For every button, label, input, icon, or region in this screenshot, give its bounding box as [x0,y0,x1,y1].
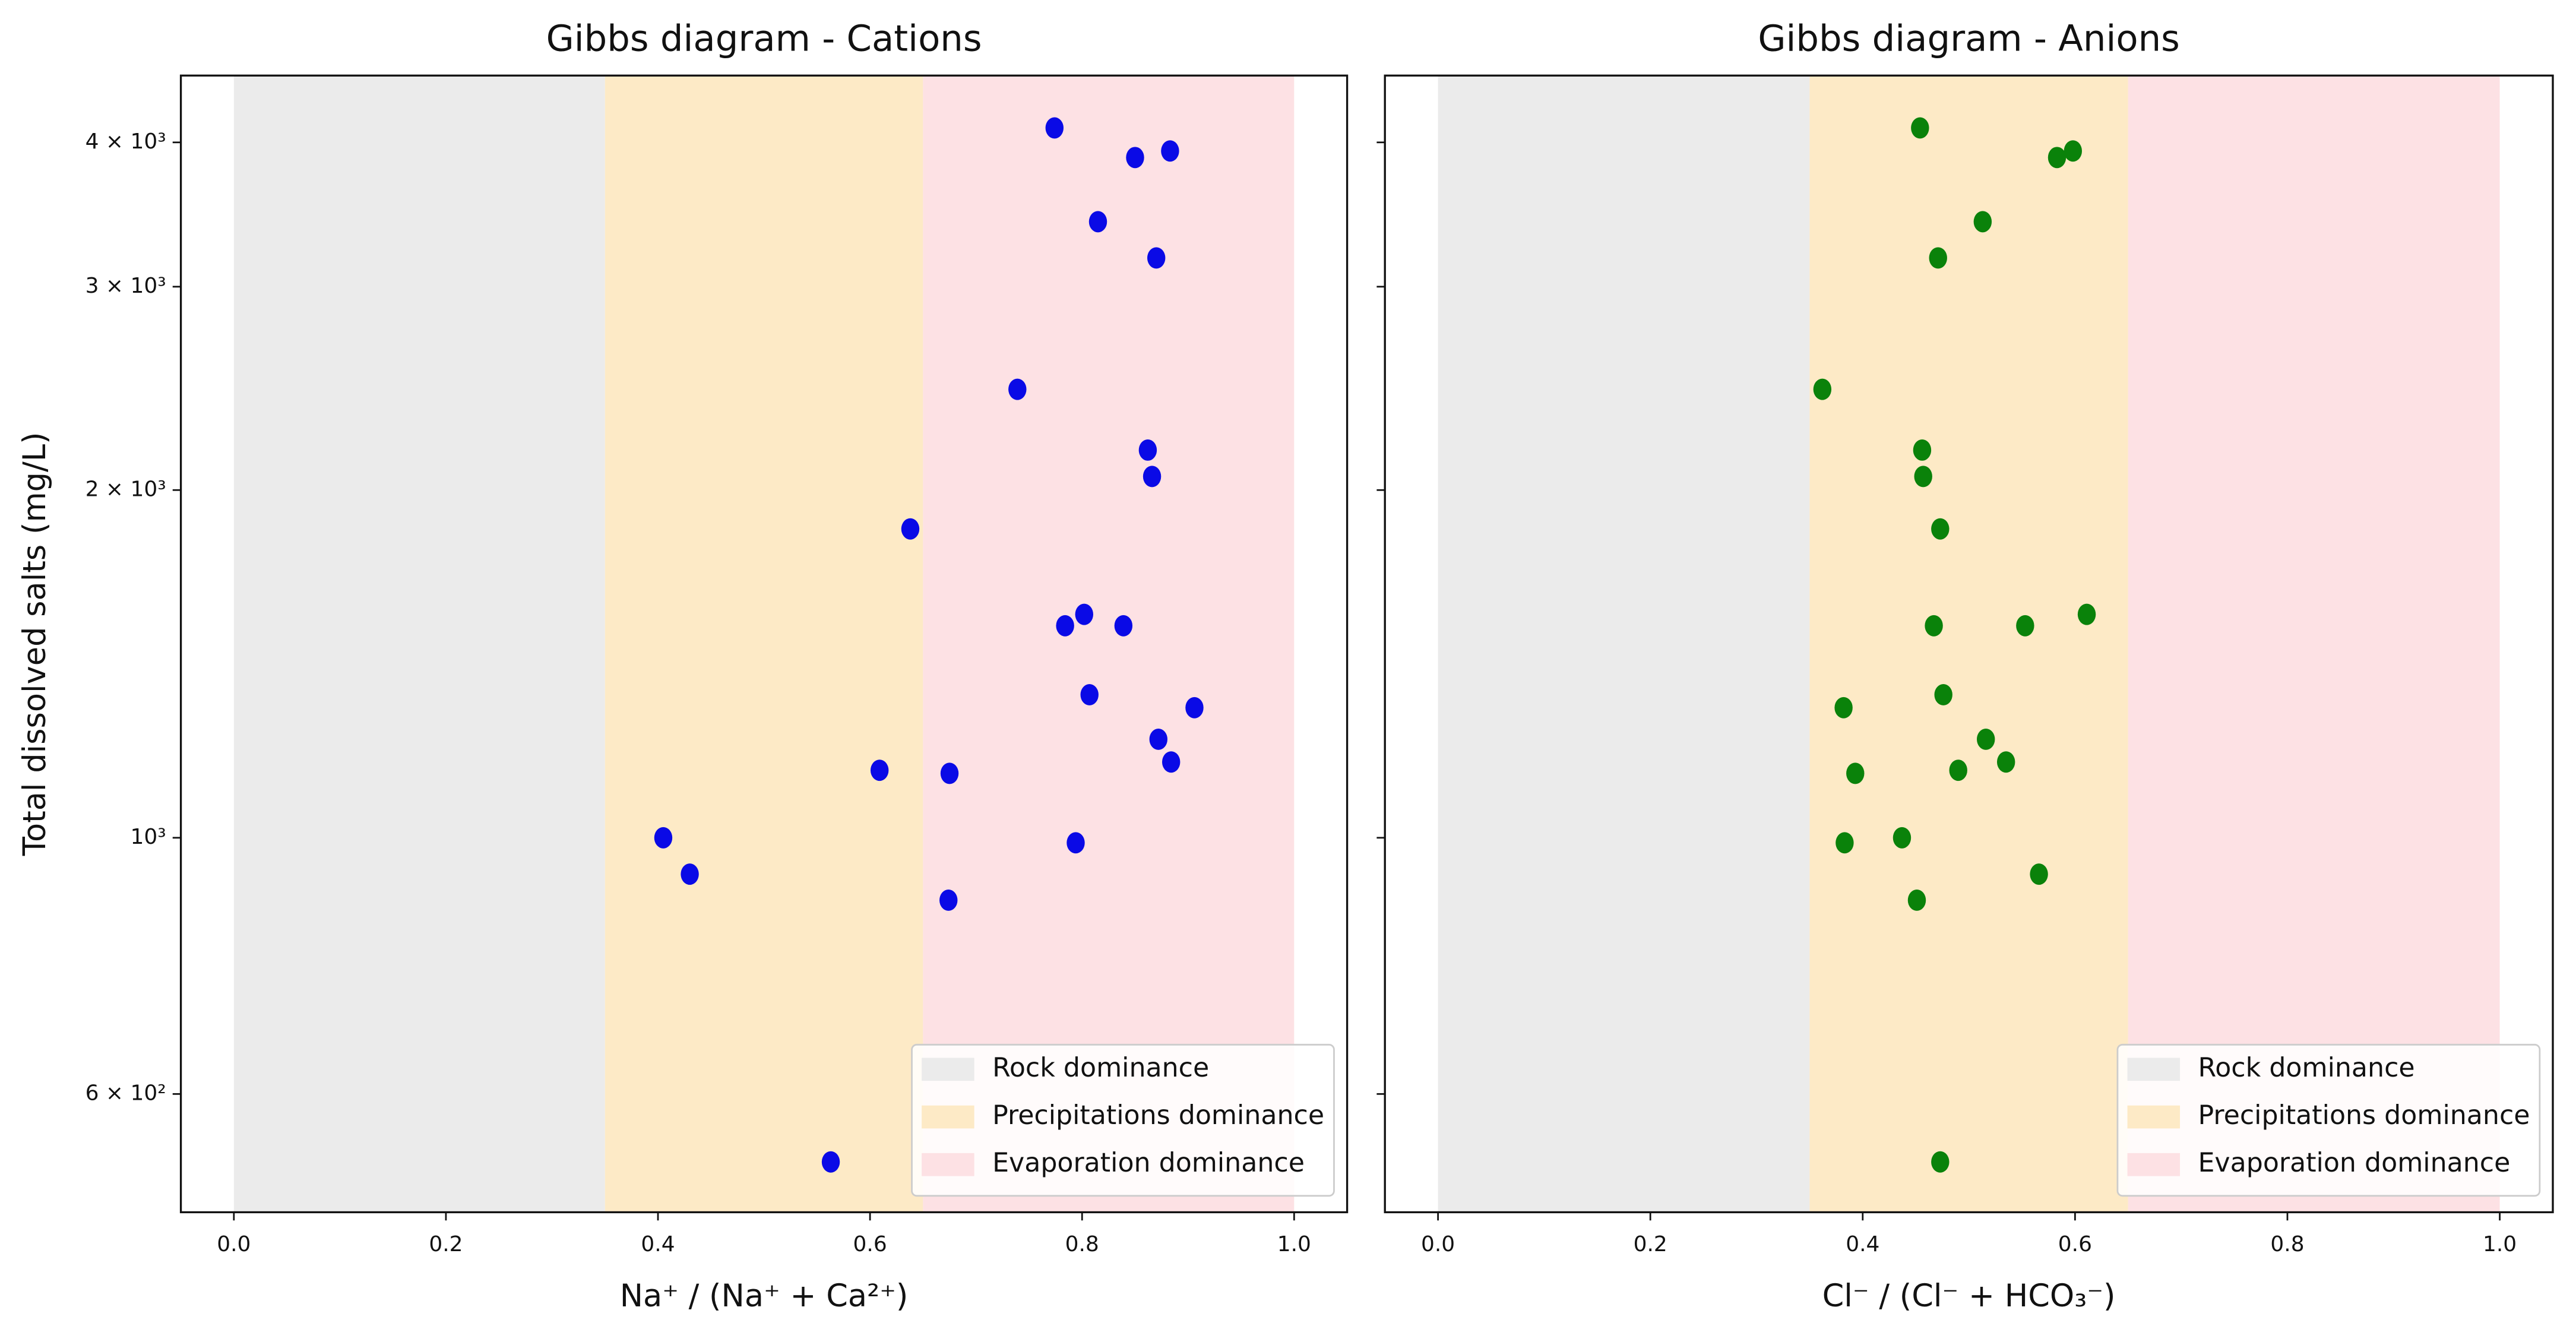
legend-box [911,1043,1335,1197]
data-point [1161,140,1179,162]
x-axis-label: Na⁺ / (Na⁺ + Ca²⁺) [620,1278,909,1314]
y-tick-label: 4 × 10³ [86,129,166,154]
legend-swatch [922,1105,974,1129]
legend-label: Precipitations dominance [992,1100,1324,1131]
data-point [681,863,699,885]
plot-frame [179,74,1349,1214]
data-point [1045,117,1064,139]
y-tick-label: 2 × 10³ [86,477,166,501]
x-tick-label: 0.8 [1065,1232,1099,1256]
x-tick-label: 0.4 [1846,1232,1879,1256]
data-point [1914,466,1932,488]
x-tick-label: 0.4 [641,1232,675,1256]
chart-title: Gibbs diagram - Cations [546,18,982,60]
data-point [901,518,920,540]
data-point [1088,211,1107,233]
data-point [940,762,959,784]
data-point [1836,832,1854,854]
data-point [1834,697,1853,719]
data-point [1925,615,1943,637]
data-point [1143,466,1162,488]
data-point [870,759,889,781]
data-point [1976,728,1995,750]
y-tick-label: 6 × 10² [86,1081,166,1105]
legend-swatch [2127,1153,2181,1176]
data-point [2016,615,2034,637]
data-point [654,827,673,849]
legend-swatch [2127,1058,2181,1081]
data-point [1931,1151,1950,1173]
data-point [1138,439,1157,461]
legend-swatch [2127,1105,2181,1129]
data-point [2030,863,2048,885]
data-point [1996,751,2015,773]
data-point [1126,147,1144,169]
y-axis-label: Total dissolved salts (mg/L) [17,432,53,856]
data-point [1080,683,1099,705]
x-tick-label: 0.8 [2270,1232,2304,1256]
region-band [1438,75,1810,1213]
data-point [1185,697,1204,719]
data-point [1067,832,1085,854]
data-point [939,889,958,911]
x-tick-label: 0.0 [217,1232,251,1256]
data-point [1931,518,1950,540]
data-point [1949,759,1967,781]
region-band [923,75,1295,1213]
x-tick-label: 1.0 [2483,1232,2517,1256]
plot-frame [1384,74,2554,1214]
x-tick-label: 0.2 [1634,1232,1667,1256]
data-point [1813,378,1832,400]
data-point [1075,603,1094,625]
region-band [2128,75,2500,1213]
data-point [1973,211,1992,233]
legend-label: Evaporation dominance [2198,1148,2510,1178]
x-tick-label: 0.6 [853,1232,887,1256]
x-tick-label: 0.2 [429,1232,463,1256]
chart-title: Gibbs diagram - Anions [1758,18,2180,60]
y-tick-label: 3 × 10³ [86,274,166,298]
x-tick-label: 1.0 [1277,1232,1311,1256]
data-point [1846,762,1865,784]
data-point [2077,603,2096,625]
legend-box [2116,1043,2541,1197]
region-band [233,75,605,1213]
legend-swatch [922,1058,974,1081]
data-point [1008,378,1027,400]
data-point [1929,247,1947,269]
data-point [1907,889,1926,911]
y-tick-label: 10³ [131,825,166,849]
data-point [1162,751,1181,773]
data-point [2047,147,2067,169]
region-band [1809,75,2128,1213]
data-point [2064,140,2083,162]
x-tick-label: 0.6 [2058,1232,2092,1256]
x-axis-label: Cl⁻ / (Cl⁻ + HCO₃⁻) [1822,1278,2116,1314]
data-point [1934,683,1952,705]
region-band [605,75,923,1213]
data-point [1913,439,1932,461]
data-point [1911,117,1929,139]
data-point [1056,615,1074,637]
legend-label: Precipitations dominance [2198,1100,2530,1131]
data-point [1149,728,1167,750]
x-tick-label: 0.0 [1421,1232,1455,1256]
data-point [1893,827,1912,849]
data-point [821,1151,840,1173]
legend-swatch [922,1153,974,1176]
legend-label: Rock dominance [992,1053,1209,1083]
data-point [1147,247,1166,269]
legend-label: Evaporation dominance [992,1148,1305,1178]
legend-label: Rock dominance [2198,1053,2414,1083]
data-point [1114,615,1133,637]
